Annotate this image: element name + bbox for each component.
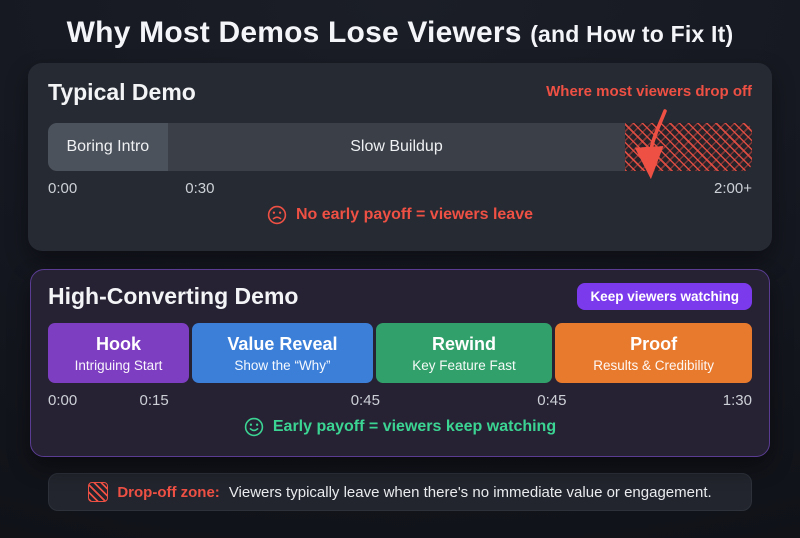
sad-face-icon — [267, 205, 287, 225]
segment-rewind: Rewind Key Feature Fast — [375, 323, 553, 383]
high-converting-heading: High-Converting Demo — [48, 283, 299, 309]
segment-value-reveal-subtitle: Show the “Why” — [234, 357, 331, 373]
page-title: Why Most Demos Lose Viewers (and How to … — [0, 0, 800, 50]
smiley-face-icon — [244, 417, 264, 437]
segment-slow-buildup-label: Slow Buildup — [350, 138, 443, 155]
time-label: 0:30 — [185, 180, 215, 197]
segment-hook: Hook Intriguing Start — [48, 323, 190, 383]
typical-demo-heading: Typical Demo — [48, 79, 196, 105]
keep-watching-badge: Keep viewers watching — [577, 283, 752, 310]
segment-boring-intro-label: Boring Intro — [66, 138, 150, 155]
typical-message: No early payoff = viewers leave — [48, 205, 752, 225]
typical-time-labels: 0:00 0:30 2:00+ — [48, 180, 752, 198]
drop-off-legend: Drop-off zone: Viewers typically leave w… — [48, 473, 752, 511]
page-title-suffix: (and How to Fix It) — [530, 21, 734, 47]
segment-proof-title: Proof — [630, 333, 678, 354]
segment-hook-subtitle: Intriguing Start — [74, 357, 163, 373]
typical-demo-header: Typical Demo Where most viewers drop off — [48, 63, 752, 106]
time-label: 2:00+ — [714, 180, 752, 197]
legend-label: Drop-off zone: — [117, 483, 220, 501]
drop-off-annotation: Where most viewers drop off — [546, 83, 752, 100]
high-converting-demo-panel: High-Converting Demo Keep viewers watchi… — [30, 269, 770, 457]
page-title-main: Why Most Demos Lose Viewers — [66, 16, 522, 49]
legend-text: Viewers typically leave when there's no … — [228, 483, 712, 501]
high-converting-time-labels: 0:00 0:15 0:45 0:45 1:30 — [48, 392, 752, 410]
typical-demo-panel: Typical Demo Where most viewers drop off… — [28, 63, 772, 251]
segment-slow-buildup: Slow Buildup — [167, 123, 626, 171]
high-converting-message-text: Early payoff = viewers keep watching — [272, 418, 557, 435]
segment-value-reveal: Value Reveal Show the “Why” — [192, 323, 373, 383]
segment-rewind-title: Rewind — [432, 333, 497, 354]
high-converting-message: Early payoff = viewers keep watching — [48, 417, 752, 437]
time-label: 0:45 — [537, 392, 567, 409]
high-converting-timeline-bar: Hook Intriguing Start Value Reveal Show … — [48, 323, 752, 383]
time-label: 1:30 — [722, 392, 752, 409]
time-label: 0:00 — [48, 180, 78, 197]
drop-off-zone-hatch — [625, 123, 752, 171]
segment-hook-title: Hook — [96, 333, 142, 354]
segment-proof: Proof Results & Credibility — [555, 323, 752, 383]
high-converting-header: High-Converting Demo Keep viewers watchi… — [48, 270, 752, 310]
segment-rewind-subtitle: Key Feature Fast — [412, 357, 516, 373]
segment-proof-subtitle: Results & Credibility — [593, 357, 715, 373]
segment-boring-intro: Boring Intro — [48, 123, 168, 171]
time-label: 0:00 — [48, 392, 78, 409]
time-label: 0:15 — [139, 392, 169, 409]
typical-message-text: No early payoff = viewers leave — [295, 206, 533, 223]
hatch-swatch-icon — [88, 482, 109, 502]
segment-value-reveal-title: Value Reveal — [227, 333, 338, 354]
time-label: 0:45 — [350, 392, 380, 409]
typical-timeline-bar: Boring Intro Slow Buildup — [48, 123, 752, 171]
